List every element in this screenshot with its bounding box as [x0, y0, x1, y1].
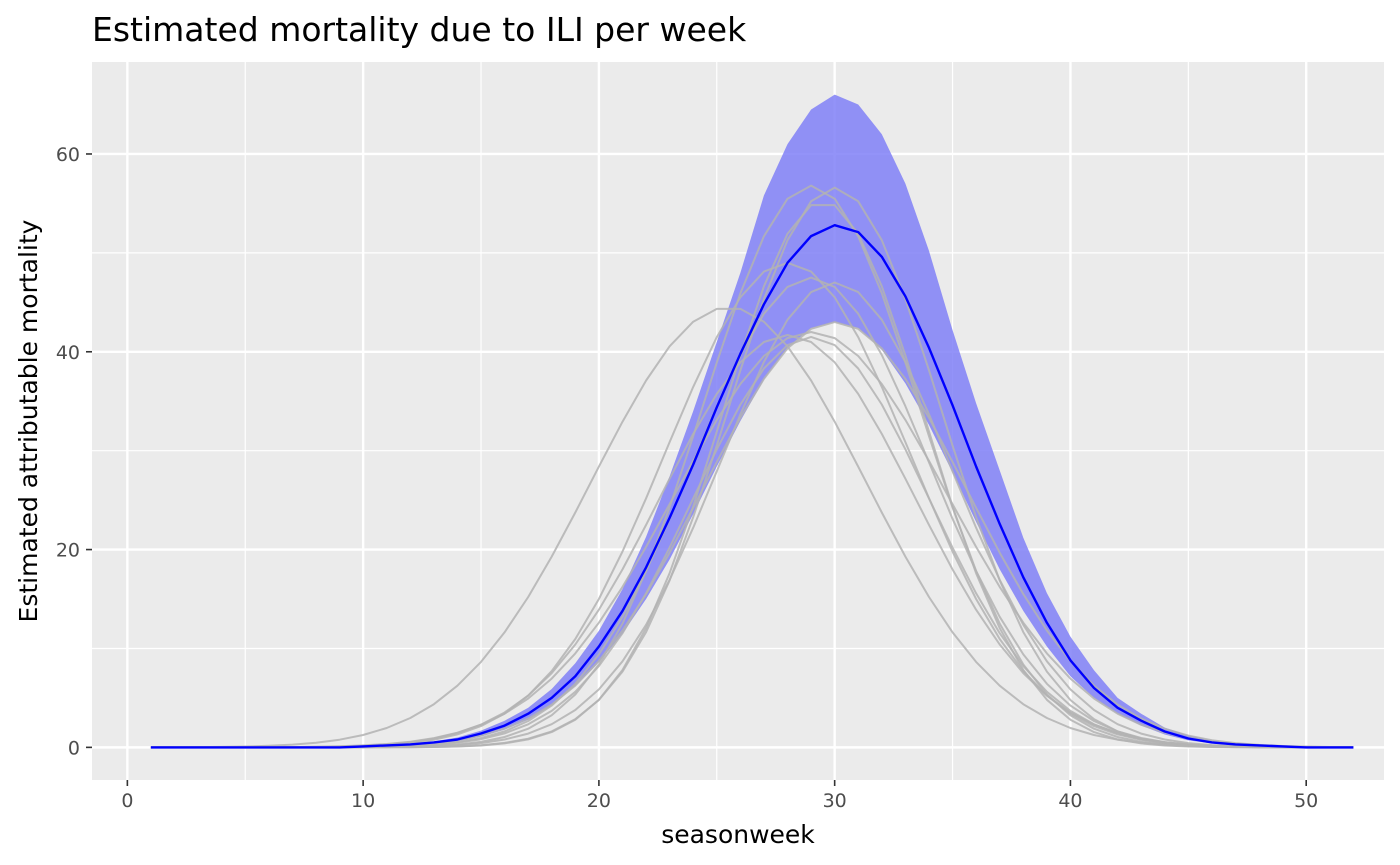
season-line — [150, 307, 1354, 749]
x-tick-label: 20 — [587, 790, 611, 812]
y-axis-ticks: 0 20 40 60 — [56, 144, 92, 759]
mean-line — [150, 224, 1354, 749]
y-tick-label: 60 — [56, 144, 80, 166]
x-tick-label: 40 — [1058, 790, 1082, 812]
y-tick-label: 40 — [56, 342, 80, 364]
x-axis-title: seasonweek — [661, 820, 815, 849]
x-axis-ticks: 0 10 20 30 40 50 — [121, 780, 1318, 812]
chart-title: Estimated mortality due to ILI per week — [92, 10, 747, 49]
x-tick-label: 10 — [351, 790, 375, 812]
y-axis-title: Estimated attributable mortality — [14, 219, 43, 622]
x-tick-label: 50 — [1294, 790, 1318, 812]
y-tick-label: 0 — [68, 737, 80, 759]
x-tick-label: 0 — [121, 790, 133, 812]
x-tick-label: 30 — [823, 790, 847, 812]
y-tick-label: 20 — [56, 540, 80, 562]
